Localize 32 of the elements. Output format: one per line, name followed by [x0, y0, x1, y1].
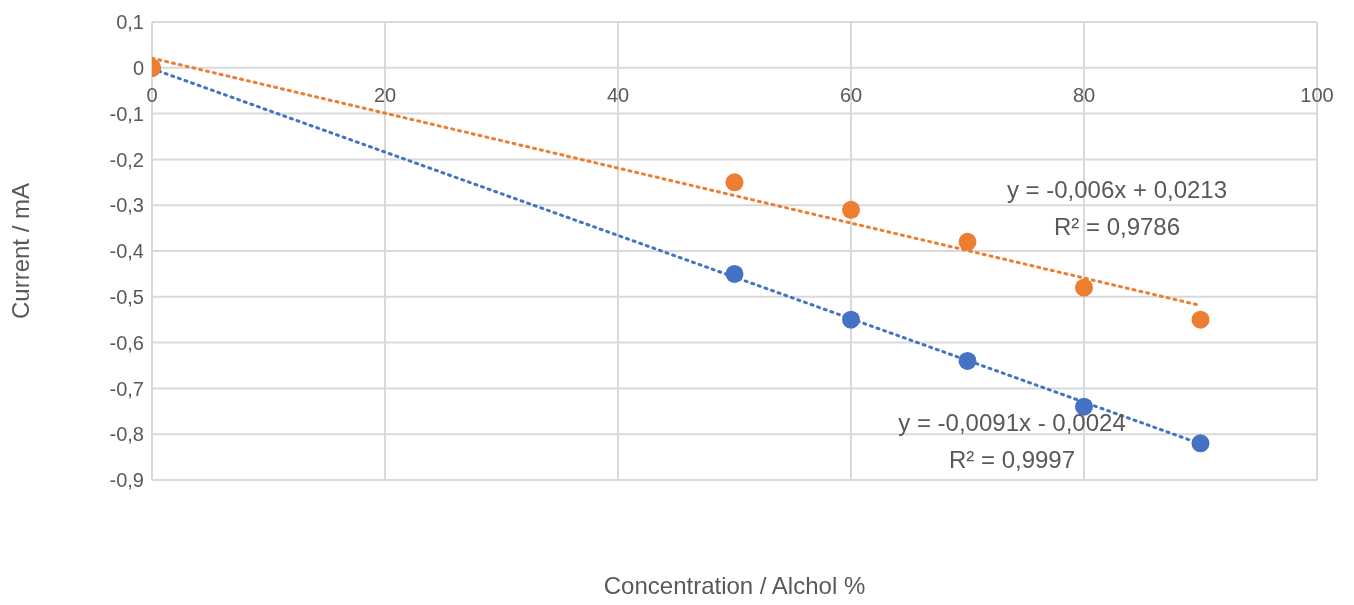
x-tick-label: 40 — [606, 84, 630, 107]
y-tick-label: -0,1 — [109, 102, 144, 125]
point — [842, 200, 860, 219]
y-tick-label: -0,6 — [109, 331, 144, 354]
point — [1191, 310, 1210, 329]
annotation: R² = 0,9997 — [947, 446, 1077, 474]
point — [958, 232, 977, 251]
y-tick-label: -0,7 — [109, 377, 144, 400]
y-tick-label: -0,9 — [109, 469, 144, 492]
y-axis-title: Current / mA — [6, 182, 34, 320]
x-tick-label: 20 — [373, 84, 397, 107]
point — [1191, 434, 1210, 453]
y-tick-label: 0 — [132, 56, 144, 79]
y-tick-label: -0,3 — [109, 194, 144, 217]
annotation: y = -0,006x + 0,0213 — [1005, 176, 1229, 204]
y-tick-label: -0,4 — [109, 240, 144, 263]
x-tick-label: 0 — [146, 84, 158, 107]
point — [1075, 278, 1093, 297]
annotation: y = -0,0091x - 0,0024 — [897, 409, 1127, 437]
y-tick-label: -0,5 — [109, 285, 144, 308]
point — [725, 264, 744, 283]
x-tick-label: 100 — [1300, 84, 1334, 107]
point — [842, 310, 860, 329]
point — [725, 173, 744, 192]
y-tick-label: 0,1 — [116, 11, 144, 34]
x-tick-label: 80 — [1072, 84, 1096, 107]
x-tick-label: 60 — [839, 84, 863, 107]
y-tick-label: -0,8 — [109, 423, 144, 446]
x-axis-title: Concentration / Alchol % — [603, 572, 866, 599]
point — [958, 351, 977, 370]
y-tick-label: -0,2 — [109, 148, 144, 171]
annotation: R² = 0,9786 — [1052, 213, 1182, 241]
